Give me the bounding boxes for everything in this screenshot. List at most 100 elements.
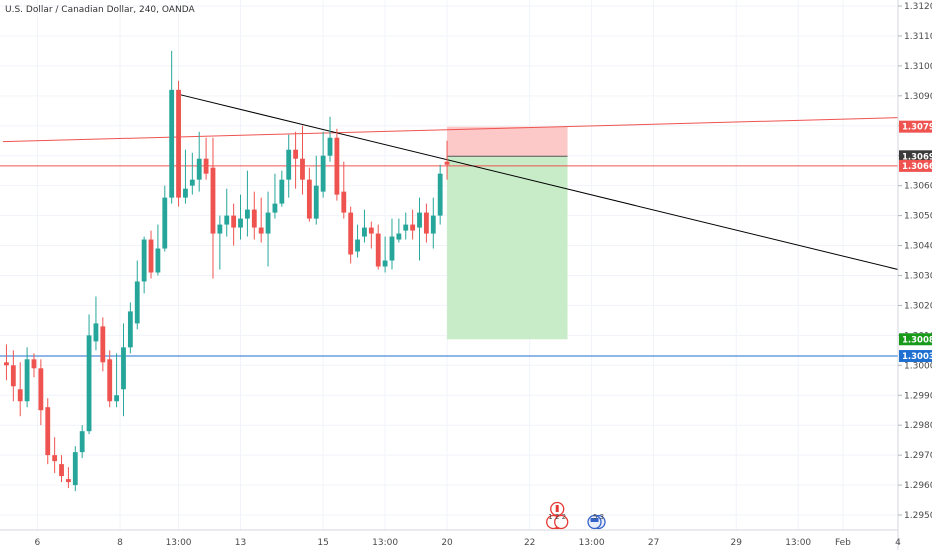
- event-count-label: 5 3: [593, 513, 604, 521]
- candle-body: [327, 137, 333, 156]
- candle: [31, 353, 37, 378]
- candle: [59, 455, 64, 483]
- candle: [362, 209, 367, 243]
- price-tag-label: 1.30087: [902, 335, 932, 345]
- candle: [100, 317, 106, 372]
- candle-body: [141, 239, 147, 282]
- stop-loss-zone[interactable]: [447, 126, 568, 157]
- candle: [114, 353, 120, 408]
- canada-flag-icon[interactable]: 1 2 2: [546, 501, 569, 530]
- candle: [10, 350, 16, 402]
- candle: [86, 314, 92, 435]
- candle-body: [238, 218, 243, 228]
- candle: [238, 194, 243, 240]
- candle-body: [362, 227, 367, 237]
- candle-body: [203, 158, 209, 174]
- candle: [410, 209, 416, 240]
- drawing-lines[interactable]: [0, 93, 899, 357]
- candle: [93, 296, 99, 351]
- y-tick-label: 1.31200: [904, 2, 932, 12]
- usa-flag-icon[interactable]: 5 3: [587, 513, 606, 530]
- candle: [210, 137, 216, 279]
- candle-body: [417, 212, 422, 228]
- candle-body: [382, 260, 388, 267]
- descending-trend-line[interactable]: [178, 93, 899, 270]
- position-zones[interactable]: [447, 126, 568, 340]
- x-tick-label: 29: [730, 538, 742, 548]
- y-tick-label: 1.29800: [904, 421, 932, 431]
- price-tag: 1.30797: [899, 120, 932, 133]
- take-profit-zone[interactable]: [447, 156, 568, 340]
- candle-body: [176, 89, 181, 198]
- candle-body: [375, 233, 381, 267]
- candle-body: [162, 197, 168, 249]
- event-count-label: 1 2 2: [548, 513, 566, 521]
- candle: [65, 467, 71, 489]
- event-markers[interactable]: 1 2 2 5 3: [546, 501, 606, 530]
- price-tag-bg: [899, 333, 932, 346]
- x-tick-label: 6: [35, 538, 41, 548]
- candle-body: [100, 326, 106, 363]
- candle-body: [31, 359, 37, 369]
- candle-body: [251, 209, 257, 228]
- candle-body: [114, 395, 120, 402]
- candle-body: [79, 431, 85, 453]
- candle: [272, 173, 278, 219]
- candle-body: [444, 161, 450, 165]
- y-tick-label: 1.30000: [904, 361, 932, 371]
- x-tick-label: 13:00: [785, 538, 811, 548]
- candle: [293, 131, 299, 189]
- candle: [17, 362, 23, 417]
- candle-body: [107, 359, 113, 402]
- candle-body: [45, 407, 51, 456]
- candle-body: [279, 179, 285, 204]
- price-tag-bg: [899, 150, 932, 163]
- candle: [141, 236, 147, 294]
- candle: [313, 155, 319, 225]
- candle-body: [423, 212, 429, 234]
- candle-body: [286, 149, 292, 180]
- candle: [121, 323, 126, 417]
- candle: [127, 302, 133, 354]
- candle: [368, 221, 374, 249]
- candle: [375, 224, 381, 270]
- y-tick-label: 1.31000: [904, 62, 932, 72]
- candle: [203, 137, 209, 180]
- candle: [286, 134, 292, 198]
- candle-body: [306, 179, 312, 219]
- price-tag-label: 1.30666: [902, 162, 932, 172]
- candle-body: [196, 158, 202, 180]
- candle-body: [72, 452, 78, 486]
- price-tag: 1.30087: [899, 333, 932, 346]
- candle-body: [320, 155, 326, 192]
- candle-body: [355, 239, 360, 252]
- price-tag: 1.30666: [899, 159, 932, 172]
- resistance-trend-line[interactable]: [2, 117, 899, 143]
- candle-body: [169, 89, 175, 198]
- candle: [300, 125, 305, 195]
- price-tag: 1.30698: [899, 150, 932, 163]
- x-tick-label: 13:00: [579, 538, 605, 548]
- candle: [176, 80, 181, 207]
- candle-body: [341, 191, 347, 213]
- x-tick-label: 8: [117, 538, 123, 548]
- candle-body: [148, 239, 154, 273]
- price-tag-bg: [899, 159, 932, 172]
- candle: [4, 344, 9, 381]
- candle: [327, 116, 333, 162]
- y-tick-label: 1.29600: [904, 481, 932, 491]
- candle-body: [52, 455, 58, 462]
- candle: [169, 50, 175, 204]
- candle-body: [155, 248, 161, 273]
- candle: [24, 347, 30, 408]
- candle: [341, 161, 347, 219]
- chart-title: U.S. Dollar / Canadian Dollar, 240, OAND…: [5, 5, 195, 15]
- y-tick-label: 1.30600: [904, 182, 932, 192]
- candle-body: [396, 233, 402, 240]
- candle-body: [189, 179, 195, 186]
- candle-body: [231, 215, 237, 228]
- candle-body: [368, 227, 374, 234]
